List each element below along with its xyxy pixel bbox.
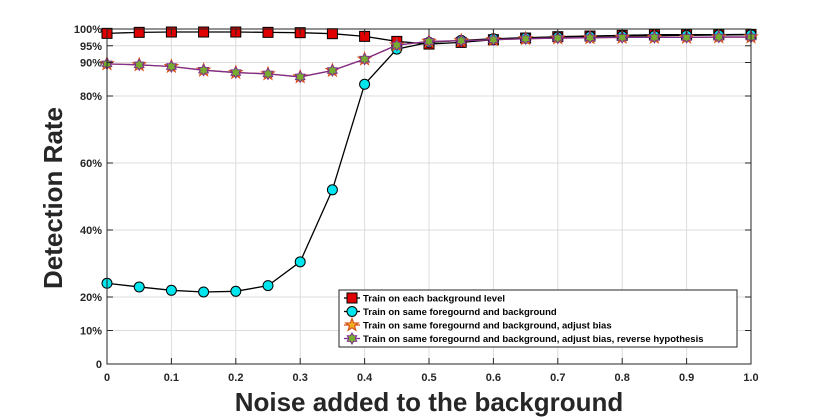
data-point-marker bbox=[165, 60, 177, 73]
series-layer bbox=[99, 26, 759, 298]
legend: Train on each background level Train on s… bbox=[338, 289, 738, 348]
data-point-marker bbox=[487, 33, 499, 47]
data-point-marker bbox=[648, 30, 660, 44]
y-tick-label: 80% bbox=[80, 91, 102, 103]
data-point-marker bbox=[262, 280, 274, 292]
x-tick-label: 0.2 bbox=[228, 372, 243, 384]
data-point-marker bbox=[346, 292, 358, 304]
data-point-marker bbox=[423, 34, 435, 48]
x-tick-label: 0.9 bbox=[679, 372, 694, 384]
y-tick-label: 90% bbox=[80, 58, 102, 70]
data-point-marker bbox=[198, 63, 210, 77]
data-point-marker bbox=[294, 256, 306, 268]
data-point-marker bbox=[198, 26, 210, 38]
legend-label: Train on same foregournd and background,… bbox=[363, 334, 704, 345]
data-point-marker bbox=[681, 30, 693, 44]
data-point-marker bbox=[262, 67, 274, 81]
data-point-marker bbox=[230, 66, 242, 79]
data-point-marker bbox=[165, 284, 177, 296]
y-tick-label: 0 bbox=[96, 359, 102, 371]
data-point-marker bbox=[344, 316, 360, 332]
data-point-marker bbox=[616, 30, 628, 44]
x-tick-label: 0.4 bbox=[357, 372, 373, 384]
data-point-marker bbox=[133, 26, 145, 38]
x-tick-label: 1.0 bbox=[743, 372, 758, 384]
data-point-marker bbox=[262, 26, 274, 38]
data-point-marker bbox=[713, 30, 725, 44]
legend-item-2: Train on same foregournd and background bbox=[344, 306, 557, 318]
legend-item-3: Train on same foregournd and background,… bbox=[344, 316, 612, 332]
data-point-marker bbox=[584, 31, 596, 45]
data-point-marker bbox=[198, 286, 210, 298]
y-tick-label: 10% bbox=[80, 326, 102, 338]
legend-label: Train on same foregournd and background,… bbox=[363, 321, 612, 332]
x-tick-label: 0 bbox=[104, 372, 110, 384]
x-tick-label: 0.6 bbox=[486, 372, 501, 384]
y-tick-label: 40% bbox=[80, 225, 102, 237]
y-tick-label: 100% bbox=[74, 24, 102, 36]
x-tick-label: 0.5 bbox=[421, 372, 436, 384]
y-tick-label: 20% bbox=[80, 292, 102, 304]
data-point-marker bbox=[326, 64, 338, 77]
y-tick-label: 95% bbox=[80, 41, 102, 53]
x-axis-label: Noise added to the background bbox=[235, 387, 624, 417]
data-point-marker bbox=[326, 184, 338, 196]
legend-box bbox=[338, 289, 738, 348]
legend-label: Train on each background level bbox=[363, 294, 505, 305]
x-tick-label: 0.8 bbox=[615, 372, 630, 384]
data-point-marker bbox=[294, 70, 306, 84]
legend-label: Train on same foregournd and background bbox=[363, 307, 557, 318]
data-point-marker bbox=[230, 285, 242, 297]
x-tick-label: 0.3 bbox=[293, 372, 308, 384]
data-point-marker bbox=[133, 58, 145, 72]
series-4 bbox=[101, 30, 757, 84]
y-tick-label: 60% bbox=[80, 158, 102, 170]
data-point-marker bbox=[359, 52, 371, 66]
x-tick-label: 0.7 bbox=[550, 372, 565, 384]
legend-item-4: Train on same foregournd and background,… bbox=[344, 332, 704, 345]
data-point-marker bbox=[346, 306, 358, 317]
y-axis-label: Detection Rate bbox=[38, 107, 68, 289]
data-point-marker bbox=[346, 332, 358, 345]
data-point-marker bbox=[326, 28, 338, 40]
x-tick-label: 0.1 bbox=[164, 372, 179, 384]
legend-item-1: Train on each background level bbox=[344, 292, 505, 305]
axis-ticks: 0 0.1 0.2 0.3 0.4 0.5 0.6 0.7 0.8 0.9 1.0 0 10% 20% 40… bbox=[74, 24, 759, 384]
data-point-marker bbox=[359, 78, 371, 90]
data-point-marker bbox=[455, 34, 467, 48]
data-point-marker bbox=[133, 281, 145, 293]
data-point-marker bbox=[552, 31, 564, 45]
data-point-marker bbox=[391, 38, 403, 52]
data-point-marker bbox=[520, 32, 532, 46]
